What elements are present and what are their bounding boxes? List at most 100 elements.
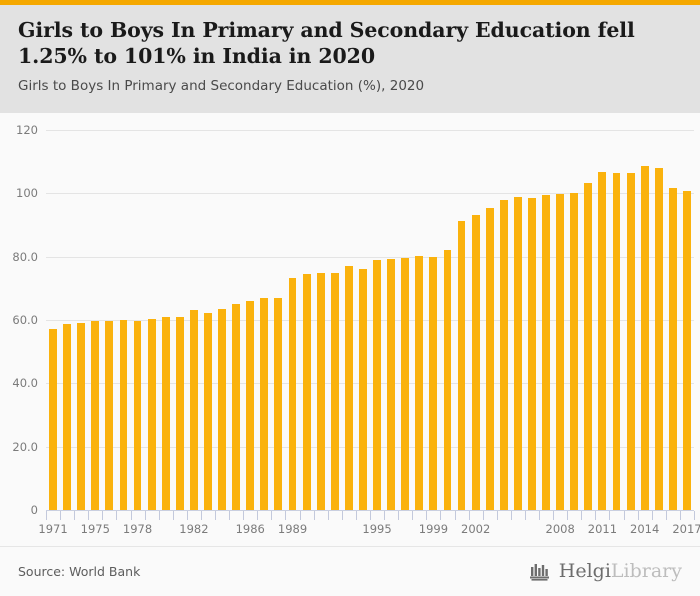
x-axis-tick	[229, 511, 231, 520]
bar[interactable]	[91, 321, 100, 511]
x-axis-tick	[398, 511, 400, 520]
bar[interactable]	[204, 313, 212, 511]
bar[interactable]	[612, 173, 621, 511]
helgi-library-bars-icon	[529, 563, 549, 581]
bar[interactable]	[330, 273, 339, 511]
gridline: 20.0	[12, 440, 694, 454]
x-axis-tick-label: 2014	[630, 522, 660, 536]
x-axis-tick-label: 2002	[461, 522, 491, 536]
bar[interactable]	[429, 256, 438, 511]
bar[interactable]	[471, 214, 480, 511]
x-axis-tick	[285, 511, 287, 520]
bar[interactable]	[570, 193, 579, 511]
x-axis-tick	[116, 511, 118, 520]
x-axis-tick	[567, 511, 569, 520]
bar[interactable]	[175, 316, 184, 511]
x-axis-tick-label: 1978	[122, 522, 153, 536]
bar[interactable]	[49, 328, 57, 511]
x-axis-tick	[553, 511, 555, 520]
x-axis-tick-label: 1971	[38, 522, 68, 536]
x-axis-tick	[454, 511, 456, 520]
bar[interactable]	[556, 194, 565, 511]
bar[interactable]	[528, 197, 536, 511]
bar[interactable]	[218, 308, 227, 511]
bar[interactable]	[401, 258, 410, 511]
x-axis-tick	[651, 511, 653, 520]
x-axis-tick	[468, 511, 470, 520]
bar[interactable]	[668, 187, 677, 511]
bar[interactable]	[626, 173, 635, 511]
bar[interactable]	[542, 195, 551, 511]
x-axis-tick	[257, 511, 259, 520]
bar[interactable]	[288, 278, 297, 511]
x-axis-tick	[609, 511, 611, 520]
x-axis-tick-label: 2017	[672, 522, 700, 536]
x-axis-tick	[595, 511, 597, 520]
bar[interactable]	[415, 255, 424, 511]
bar[interactable]	[359, 269, 367, 511]
bar[interactable]	[302, 273, 311, 511]
bar[interactable]	[77, 322, 86, 511]
x-axis-tick-label: 1986	[235, 522, 265, 536]
x-axis-tick	[341, 511, 343, 520]
bar[interactable]	[161, 317, 170, 511]
x-axis-tick	[539, 511, 541, 520]
bar[interactable]	[654, 167, 663, 511]
bar[interactable]	[260, 297, 269, 511]
x-axis-tick	[243, 511, 245, 520]
bar[interactable]	[147, 319, 156, 511]
x-axis-tick	[200, 511, 202, 520]
chart-footer: Source: World Bank HelgiLibrary	[0, 546, 700, 596]
logo-text-secondary: Library	[610, 560, 682, 582]
bar[interactable]	[443, 250, 452, 511]
x-axis-tick	[679, 511, 681, 520]
gridline: 80.0	[12, 250, 694, 264]
x-axis-tick	[524, 511, 526, 520]
bar[interactable]	[316, 273, 325, 511]
source-label: Source: World Bank	[18, 564, 141, 579]
x-axis-tick	[327, 511, 329, 520]
bar[interactable]	[232, 303, 241, 511]
x-axis-tick	[370, 511, 371, 520]
plot-region: 0 20.0 40.0 60.0 80.0 100 120 1971 1975 1978 1982…	[12, 123, 700, 536]
x-axis-tick	[271, 511, 273, 520]
bar[interactable]	[457, 220, 466, 511]
x-axis-tick	[88, 511, 90, 520]
bar[interactable]	[513, 196, 522, 511]
x-axis-tick	[496, 511, 498, 520]
y-axis-tick-label: 80.0	[12, 249, 38, 264]
bar[interactable]	[119, 320, 128, 511]
bar[interactable]	[373, 260, 381, 511]
bar[interactable]	[105, 320, 114, 511]
bar[interactable]	[598, 172, 607, 511]
x-axis-tick	[186, 511, 188, 520]
bar[interactable]	[499, 200, 508, 511]
bar[interactable]	[640, 166, 649, 511]
bar[interactable]	[485, 208, 494, 511]
x-axis-line	[46, 510, 694, 511]
bar[interactable]	[133, 321, 142, 511]
bar[interactable]	[344, 266, 353, 511]
bar[interactable]	[274, 297, 283, 511]
bar[interactable]	[189, 309, 198, 511]
page-title: Girls to Boys In Primary and Secondary E…	[18, 18, 635, 68]
x-axis-tick	[665, 511, 667, 520]
x-axis-ticks	[46, 511, 695, 520]
bar-series	[46, 131, 694, 511]
helgi-library-logo[interactable]: HelgiLibrary	[529, 562, 682, 582]
x-axis-tick	[313, 511, 315, 520]
x-axis-tick	[510, 511, 512, 520]
x-axis-tick	[581, 511, 583, 520]
bar[interactable]	[387, 259, 396, 511]
bar[interactable]	[246, 301, 255, 511]
top-accent-bar	[0, 0, 700, 5]
bar[interactable]	[584, 182, 593, 511]
bar[interactable]	[683, 191, 691, 511]
y-axis-tick-label: 20.0	[12, 439, 38, 454]
x-axis-tick	[299, 511, 301, 520]
gridline: 100	[16, 186, 694, 200]
x-axis-tick	[426, 511, 428, 520]
bar[interactable]	[63, 323, 72, 511]
x-axis-tick	[172, 511, 174, 520]
